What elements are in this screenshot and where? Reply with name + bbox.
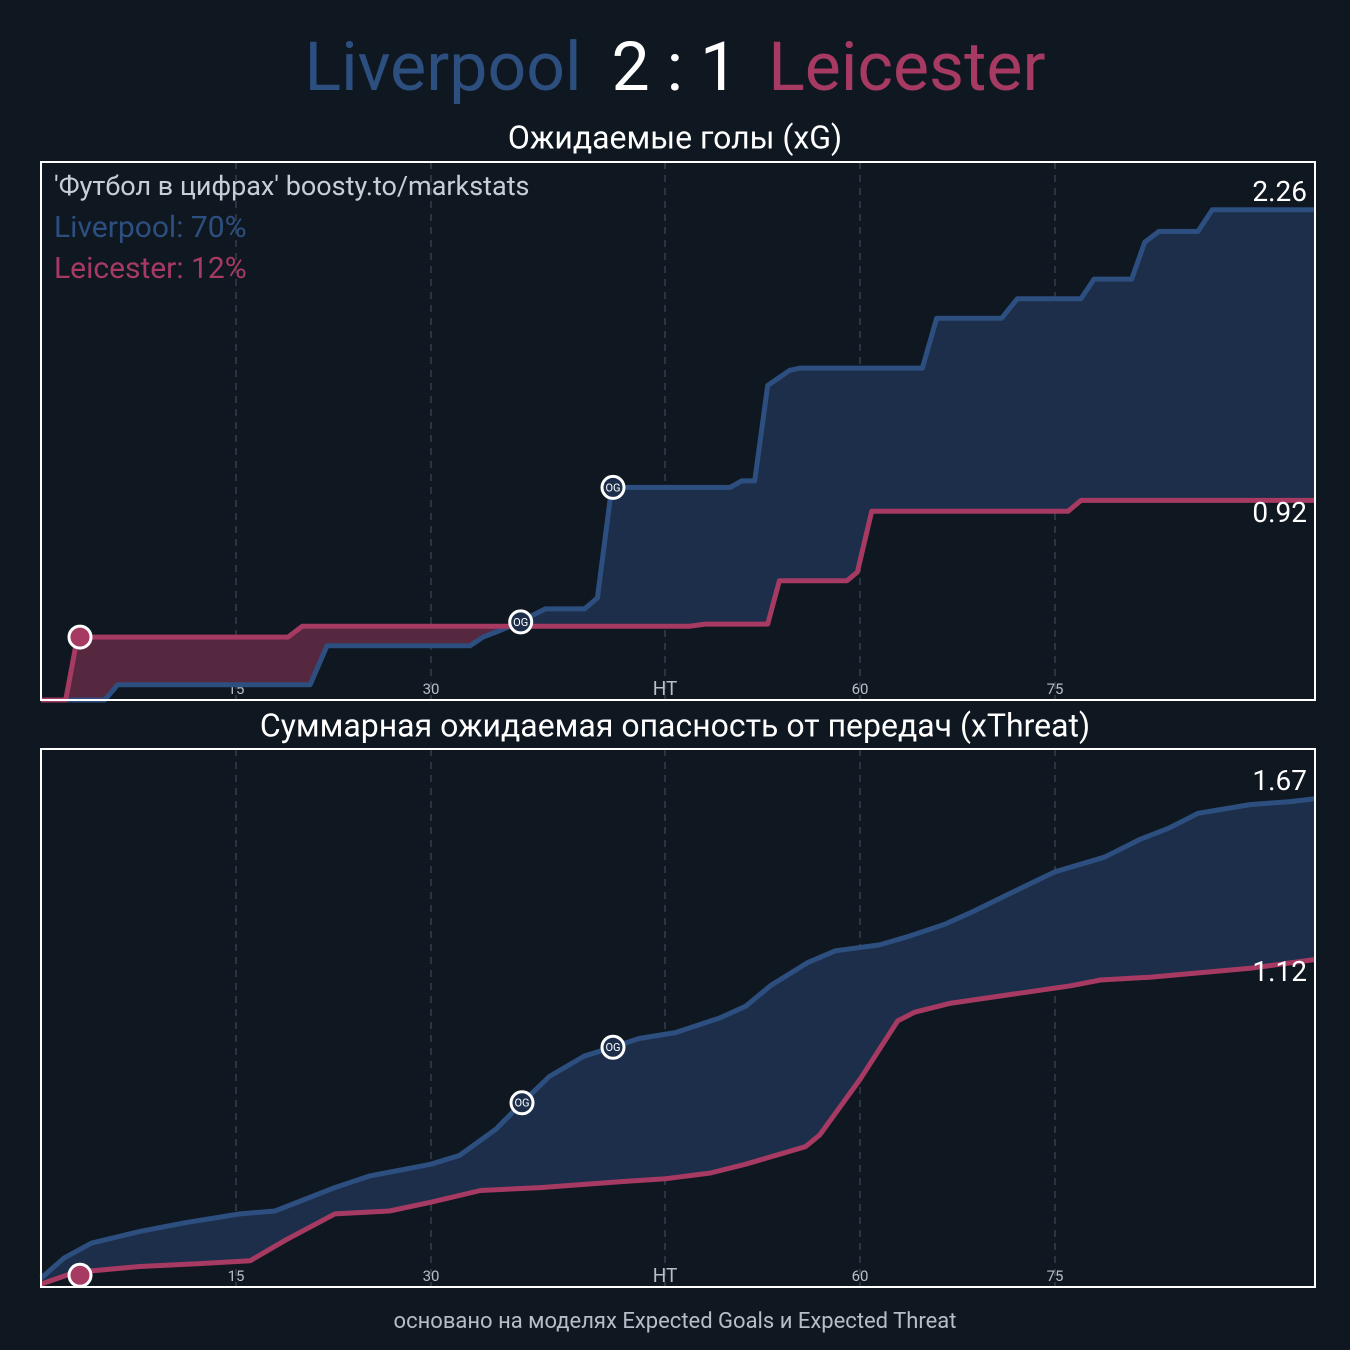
chart-title: Ожидаемые голы (xG) [508,118,842,156]
away-team: Leicester [768,27,1045,107]
marker-label: OG [514,1097,529,1110]
plot-frame [40,161,1316,701]
x-tick-label: HT [653,1264,678,1287]
annotation: Leicester: 12% [54,251,247,286]
annotation: Liverpool: 70% [54,210,247,245]
marker-label: OG [605,1041,620,1054]
series-line [41,497,1315,703]
marker-label: OG [605,481,620,494]
x-tick-label: 30 [423,680,440,698]
x-tick-label: HT [653,677,678,700]
chart-title: Суммарная ожидаемая опасность от передач… [260,706,1090,744]
x-tick-label: 60 [852,680,869,698]
area-between [41,209,1315,700]
x-tick-label: 60 [852,1267,869,1285]
x-tick-label: 15 [228,1267,245,1285]
end-label: 1.67 [1252,764,1307,797]
x-tick-label: 30 [423,1267,440,1285]
series-line [39,796,1316,1281]
area-between [41,798,1315,1285]
plot-frame [40,748,1316,1288]
end-label: 0.92 [1252,496,1307,529]
goal-marker [508,609,534,635]
home-team: Liverpool [305,27,582,107]
annotation: 'Футбол в цифрах' boosty.to/markstats [54,170,529,202]
goal-marker [600,1034,626,1060]
goal-marker [67,624,93,650]
goal-marker [600,474,626,500]
goal-marker [67,1262,93,1288]
end-label: 2.26 [1252,175,1307,208]
score: 2 : 1 [612,27,739,107]
x-tick-label: 75 [1047,680,1064,698]
end-label: 1.12 [1252,955,1307,988]
marker-label: OG [513,616,528,629]
footer: основано на моделях Expected Goals и Exp… [394,1309,957,1334]
series-line [40,957,1316,1287]
match-header: Liverpool 2 : 1 Leicester [305,27,1046,107]
x-tick-label: 75 [1047,1267,1064,1285]
goal-marker [509,1090,535,1116]
series-line [41,207,1315,703]
